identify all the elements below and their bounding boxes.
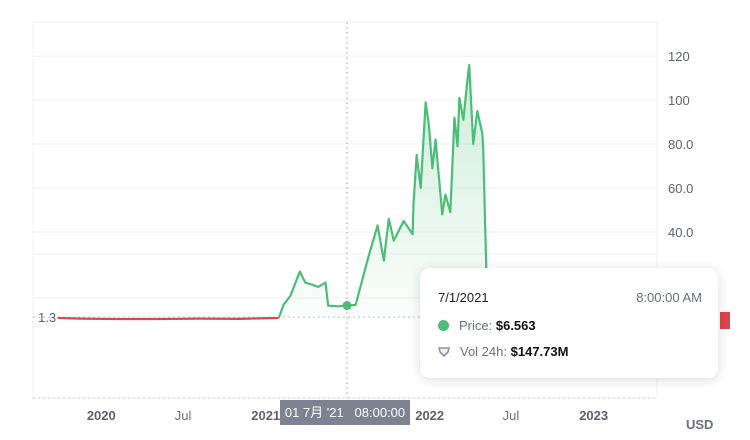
y-tick-label: 120	[668, 49, 690, 64]
green-dot-icon	[438, 320, 449, 331]
series-lines	[57, 63, 488, 321]
grid-lines	[32, 21, 658, 399]
x-tick-label: Jul	[175, 408, 192, 423]
y-tick-label: 60.0	[668, 181, 693, 196]
current-price-marker	[720, 312, 730, 329]
hover-point	[342, 301, 352, 311]
axis-ticks: 120 100 80.0 60.0 40.0 2020 Jul 2021 2022 Jul 2023…	[38, 49, 693, 423]
x-tick-label: 2023	[579, 408, 608, 423]
chart-tooltip: 7/1/2021 8:00:00 AM Price: $6.563 Vol 24…	[420, 268, 718, 378]
x-tick-label: 2021	[251, 408, 280, 423]
currency-label: USD	[686, 417, 714, 432]
y-tick-label: 100	[668, 93, 690, 108]
price-line-below-baseline	[57, 316, 279, 321]
tooltip-price-value: $6.563	[495, 318, 536, 333]
tooltip-date: 7/1/2021	[438, 290, 489, 305]
x-tick-label: 2020	[87, 408, 116, 423]
price-line-above-baseline	[277, 63, 488, 319]
tooltip-price-row: Price: $6.563	[438, 318, 536, 333]
tooltip-volume-row: Vol 24h: $147.73M	[438, 344, 568, 359]
tooltip-volume-value: $147.73M	[510, 344, 569, 359]
price-area-fill	[278, 64, 487, 318]
x-tick-label: 2022	[415, 408, 444, 423]
crosshair-date-label: 01 7月 '21 08:00:00	[280, 400, 410, 425]
tooltip-volume-label: Vol 24h:	[460, 344, 507, 359]
tooltip-time: 8:00:00 AM	[636, 290, 702, 305]
x-tick-label: Jul	[503, 408, 520, 423]
y-tick-label: 40.0	[668, 225, 693, 240]
baseline-label: 1.3	[38, 310, 56, 325]
volume-shield-icon	[438, 346, 450, 357]
tooltip-price-label: Price:	[459, 318, 493, 333]
y-tick-label: 80.0	[668, 137, 693, 152]
